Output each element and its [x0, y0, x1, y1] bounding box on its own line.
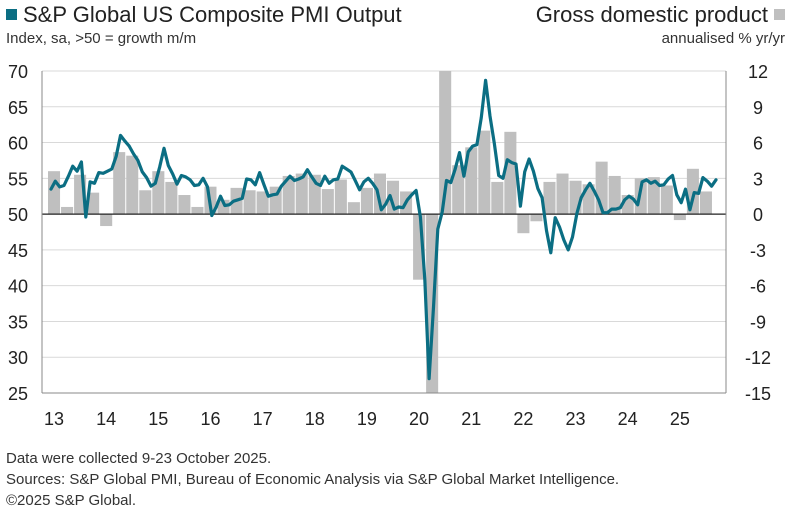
- note-collection-date: Data were collected 9-23 October 2025.: [6, 450, 272, 467]
- legend-pmi: S&P Global US Composite PMI Output: [6, 2, 402, 28]
- right-axis-subtitle: annualised % yr/yr: [661, 30, 785, 47]
- y-right-tick-label: -3: [750, 241, 766, 261]
- gdp-bar: [673, 214, 686, 221]
- x-tick-label: 21: [461, 409, 481, 429]
- gdp-bar: [100, 214, 113, 227]
- gdp-swatch-icon: [774, 8, 785, 20]
- y-right-tick-label: 3: [753, 169, 763, 189]
- gdp-bar: [321, 189, 334, 215]
- y-left-tick-label: 50: [8, 205, 28, 225]
- legend-gdp: Gross domestic product: [536, 2, 785, 28]
- y-left-tick-label: 35: [8, 312, 28, 332]
- y-right-tick-label: -12: [745, 348, 771, 368]
- y-left-tick-label: 65: [8, 98, 28, 118]
- gdp-bar: [699, 191, 712, 215]
- gdp-bar: [87, 192, 100, 215]
- gdp-bar: [608, 175, 621, 215]
- y-right-tick-label: -15: [745, 384, 771, 404]
- gdp-bar: [347, 202, 360, 215]
- gdp-bar: [217, 199, 230, 215]
- gdp-bar: [504, 131, 517, 215]
- x-tick-label: 14: [96, 409, 116, 429]
- gdp-bar: [295, 173, 308, 215]
- x-tick-label: 19: [357, 409, 377, 429]
- gdp-bar: [647, 177, 660, 215]
- x-tick-label: 13: [44, 409, 64, 429]
- gdp-bar: [139, 190, 152, 215]
- gdp-bar: [373, 173, 386, 215]
- legend-gdp-label: Gross domestic product: [535, 2, 768, 27]
- gdp-bar: [165, 181, 178, 215]
- gdp-bar: [191, 206, 204, 215]
- note-copyright: ©2025 S&P Global.: [6, 492, 137, 509]
- y-right-tick-label: 0: [753, 205, 763, 225]
- gdp-bar: [556, 173, 569, 215]
- y-left-tick-label: 40: [8, 277, 28, 297]
- chart-plot: 25 30 35 40 45 50 55 60 65 70 -15 -12 -9 -6 -3 0 3 6 9 12 13…: [8, 62, 771, 429]
- x-tick-label: 18: [305, 409, 325, 429]
- x-tick-label: 20: [409, 409, 429, 429]
- gdp-bar: [256, 191, 269, 215]
- gdp-bar: [178, 195, 191, 215]
- gdp-bar: [61, 206, 74, 215]
- left-axis-subtitle: Index, sa, >50 = growth m/m: [6, 30, 197, 47]
- gdp-bar: [387, 180, 400, 215]
- y-left-tick-label: 30: [8, 348, 28, 368]
- gdp-bar: [243, 190, 256, 215]
- gdp-bar: [126, 155, 139, 215]
- x-tick-label: 24: [618, 409, 638, 429]
- gdp-bar: [517, 214, 530, 234]
- gdp-bar: [478, 130, 491, 215]
- gdp-bar: [491, 181, 504, 215]
- pmi-swatch-icon: [6, 8, 17, 20]
- gdp-bar: [113, 152, 126, 215]
- x-tick-label: 23: [566, 409, 586, 429]
- y-right-tick-label: -6: [750, 277, 766, 297]
- gdp-bar: [282, 175, 295, 215]
- y-left-tick-label: 45: [8, 241, 28, 261]
- x-tick-label: 22: [513, 409, 533, 429]
- gdp-bar: [360, 187, 373, 215]
- gdp-bar: [660, 185, 673, 215]
- y-left-tick-label: 55: [8, 169, 28, 189]
- x-tick-label: 15: [148, 409, 168, 429]
- chart-notes: Data were collected 9-23 October 2025. S…: [6, 448, 619, 511]
- x-tick-label: 16: [200, 409, 220, 429]
- gdp-bar: [334, 179, 347, 215]
- legend-pmi-label: S&P Global US Composite PMI Output: [23, 2, 402, 27]
- gdp-bar: [452, 165, 465, 215]
- y-right-tick-label: 12: [748, 62, 768, 82]
- note-sources: Sources: S&P Global PMI, Bureau of Econo…: [6, 471, 620, 488]
- pmi-line: [49, 78, 718, 381]
- gdp-bar: [543, 181, 556, 215]
- gdp-bar: [465, 147, 478, 215]
- y-left-tick-label: 70: [8, 62, 28, 82]
- gdp-bar: [530, 214, 543, 222]
- x-tick-label: 25: [670, 409, 690, 429]
- x-tick-label: 17: [253, 409, 273, 429]
- y-left-tick-label: 60: [8, 134, 28, 154]
- y-left-tick-label: 25: [8, 384, 28, 404]
- y-right-tick-label: 9: [753, 98, 763, 118]
- gdp-bar: [439, 71, 452, 215]
- y-right-tick-label: 6: [753, 134, 763, 154]
- gdp-bar: [48, 171, 61, 215]
- y-right-tick-label: -9: [750, 312, 766, 332]
